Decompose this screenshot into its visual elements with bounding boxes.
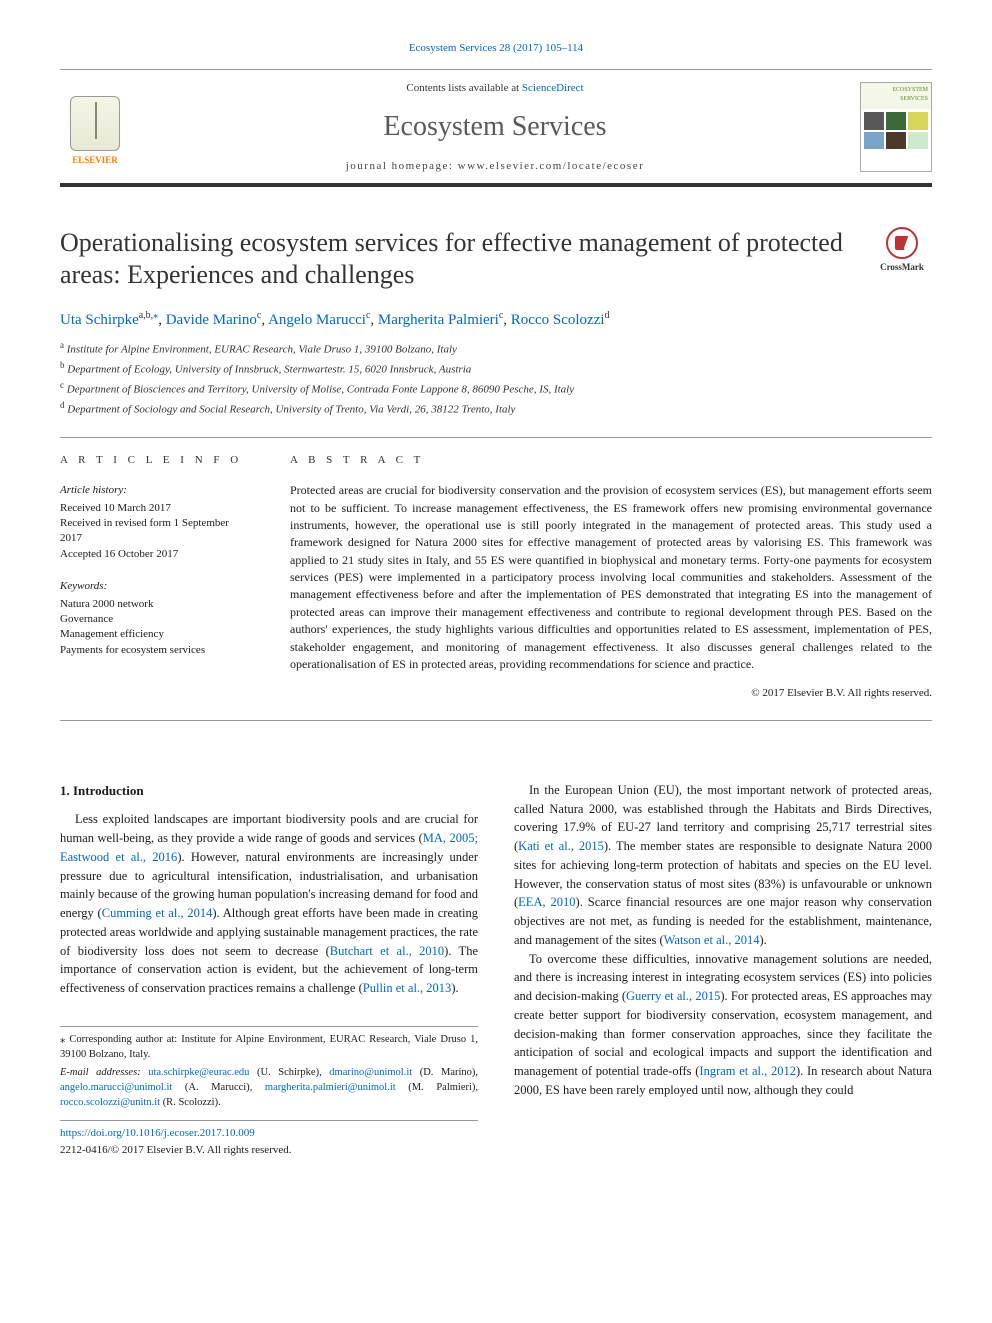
citation-link[interactable]: Butchart et al., 2010 xyxy=(330,944,444,958)
article-history: Article history: Received 10 March 2017 … xyxy=(60,482,250,562)
issn-copyright: 2212-0416/© 2017 Elsevier B.V. All right… xyxy=(60,1142,478,1159)
journal-name: Ecosystem Services xyxy=(150,106,840,148)
citation-link[interactable]: Guerry et al., 2015 xyxy=(626,989,720,1003)
author-link[interactable]: Rocco Scolozzi xyxy=(511,312,605,328)
body-columns: 1. Introduction Less exploited landscape… xyxy=(60,781,932,1158)
email-link[interactable]: dmarino@unimol.it xyxy=(329,1067,412,1078)
crossmark-badge[interactable]: CrossMark xyxy=(872,227,932,275)
keywords-block: Keywords: Natura 2000 network Governance… xyxy=(60,578,250,658)
author-link[interactable]: Angelo Marucci xyxy=(268,312,366,328)
citation-link[interactable]: Ingram et al., 2012 xyxy=(699,1064,796,1078)
citation-link[interactable]: EEA, 2010 xyxy=(518,895,575,909)
crossmark-icon xyxy=(886,227,918,259)
body-paragraph: Less exploited landscapes are important … xyxy=(60,810,478,998)
title-row: Operationalising ecosystem services for … xyxy=(60,227,932,292)
doi-link[interactable]: https://doi.org/10.1016/j.ecoser.2017.10… xyxy=(60,1127,255,1139)
article-info-heading: A R T I C L E I N F O xyxy=(60,452,250,469)
corresponding-author-note: ⁎ Corresponding author at: Institute for… xyxy=(60,1033,478,1062)
divider xyxy=(60,720,932,721)
email-link[interactable]: uta.schirpke@eurac.edu xyxy=(148,1067,249,1078)
citation-link[interactable]: Kati et al., 2015 xyxy=(518,839,604,853)
homepage-url[interactable]: www.elsevier.com/locate/ecoser xyxy=(458,160,645,172)
abstract-column: A B S T R A C T Protected areas are cruc… xyxy=(290,452,932,702)
author-link[interactable]: Davide Marino xyxy=(166,312,257,328)
body-paragraph: To overcome these difficulties, innovati… xyxy=(514,950,932,1100)
email-addresses: E-mail addresses: uta.schirpke@eurac.edu… xyxy=(60,1066,478,1110)
authors-line: Uta Schirpkea,b,⁎, Davide Marinoc, Angel… xyxy=(60,308,932,332)
header-center: Contents lists available at ScienceDirec… xyxy=(150,80,840,175)
divider xyxy=(60,437,932,438)
author-link[interactable]: Margherita Palmieri xyxy=(378,312,499,328)
body-column-left: 1. Introduction Less exploited landscape… xyxy=(60,781,478,1158)
footer-doi-block: https://doi.org/10.1016/j.ecoser.2017.10… xyxy=(60,1120,478,1158)
publisher-logo[interactable]: ELSEVIER xyxy=(60,87,130,167)
info-abstract-row: A R T I C L E I N F O Article history: R… xyxy=(60,452,932,702)
article-info: A R T I C L E I N F O Article history: R… xyxy=(60,452,250,702)
citation-link[interactable]: Watson et al., 2014 xyxy=(664,933,760,947)
article-title: Operationalising ecosystem services for … xyxy=(60,227,852,292)
journal-cover-thumbnail[interactable]: ECOSYSTEM SERVICES xyxy=(860,82,932,172)
email-link[interactable]: rocco.scolozzi@unitn.it xyxy=(60,1097,160,1108)
citation-link[interactable]: Pullin et al., 2013 xyxy=(363,981,452,995)
email-link[interactable]: angelo.marucci@unimol.it xyxy=(60,1082,172,1093)
author-link[interactable]: Uta Schirpke xyxy=(60,312,139,328)
citation-line: Ecosystem Services 28 (2017) 105–114 xyxy=(60,40,932,57)
citation-text[interactable]: Ecosystem Services 28 (2017) 105–114 xyxy=(409,42,583,54)
affiliations: a Institute for Alpine Environment, EURA… xyxy=(60,339,932,419)
body-paragraph: In the European Union (EU), the most imp… xyxy=(514,781,932,950)
publisher-label: ELSEVIER xyxy=(72,154,118,168)
footnotes: ⁎ Corresponding author at: Institute for… xyxy=(60,1026,478,1110)
contents-line: Contents lists available at ScienceDirec… xyxy=(150,80,840,97)
elsevier-tree-icon xyxy=(70,96,120,151)
abstract-text: Protected areas are crucial for biodiver… xyxy=(290,482,932,673)
abstract-heading: A B S T R A C T xyxy=(290,452,932,469)
abstract-copyright: © 2017 Elsevier B.V. All rights reserved… xyxy=(290,685,932,702)
journal-header: ELSEVIER Contents lists available at Sci… xyxy=(60,69,932,187)
body-column-right: In the European Union (EU), the most imp… xyxy=(514,781,932,1158)
section-heading: 1. Introduction xyxy=(60,781,478,801)
citation-link[interactable]: Cumming et al., 2014 xyxy=(102,906,213,920)
homepage-line: journal homepage: www.elsevier.com/locat… xyxy=(150,158,840,175)
email-link[interactable]: margherita.palmieri@unimol.it xyxy=(265,1082,396,1093)
sciencedirect-link[interactable]: ScienceDirect xyxy=(522,82,584,94)
